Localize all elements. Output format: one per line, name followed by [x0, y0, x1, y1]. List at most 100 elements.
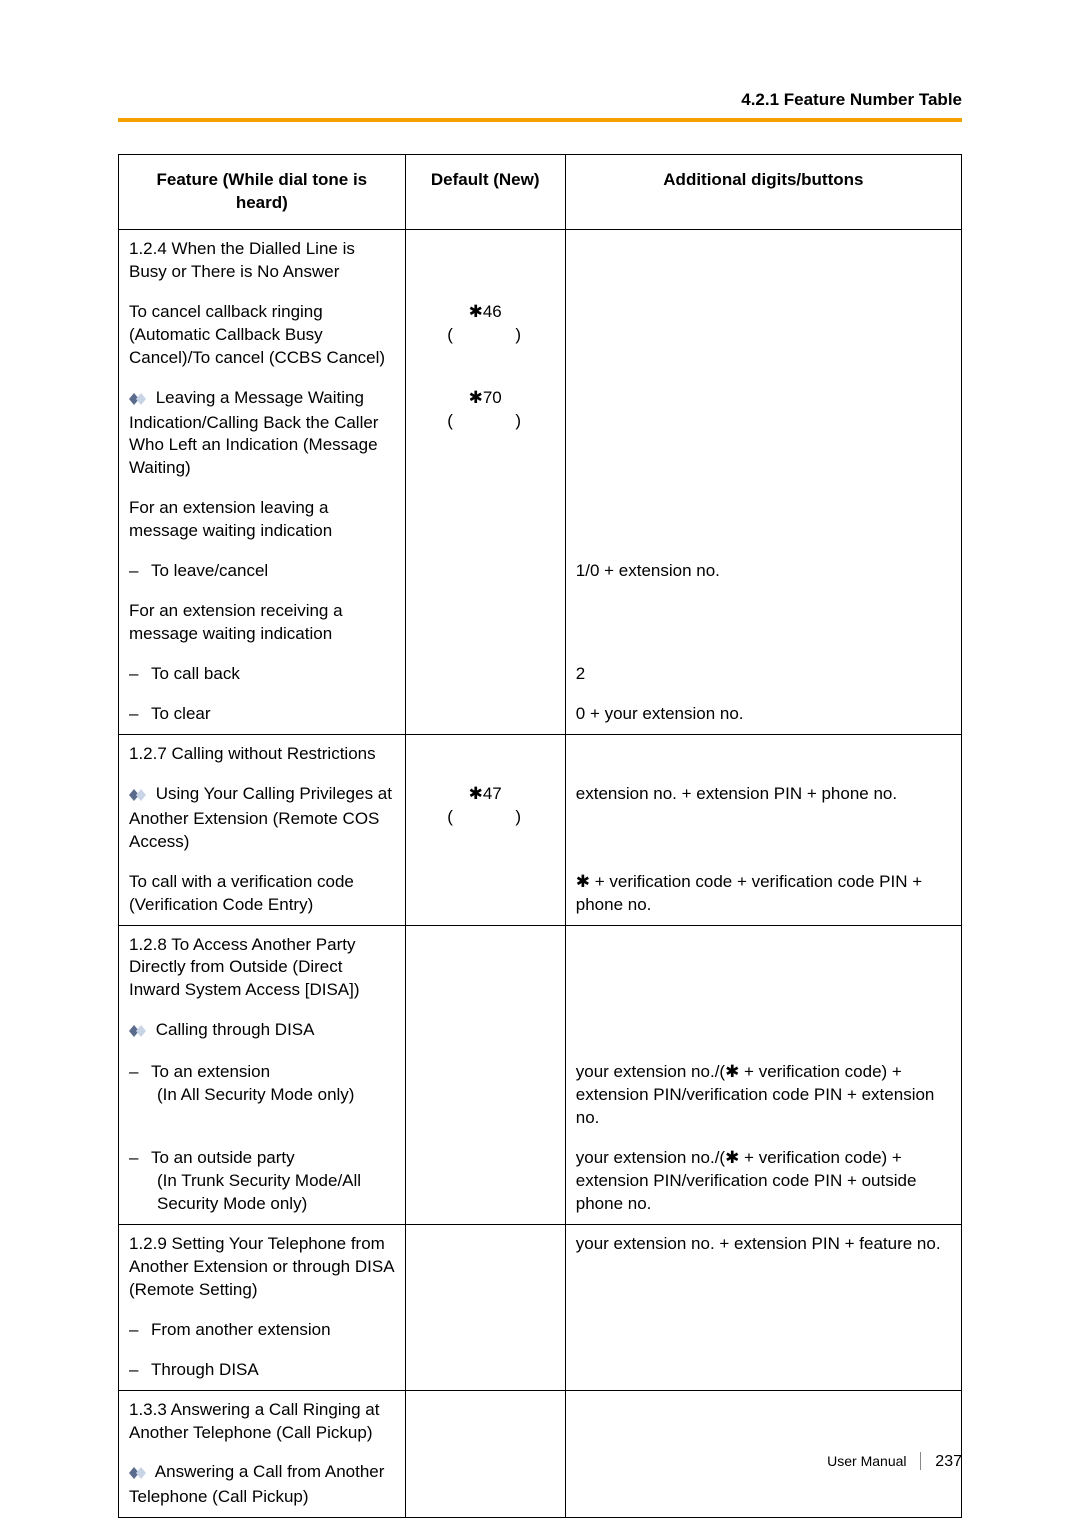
feature-cell: To call with a verification code (Verifi… [119, 862, 406, 925]
additional-cell [565, 292, 961, 378]
dash-icon: – [129, 703, 151, 726]
code-value: 47 [483, 784, 502, 803]
default-cell [405, 1011, 565, 1053]
table-row: Using Your Calling Privileges at Another… [119, 774, 962, 862]
diamond-icon [129, 389, 147, 412]
page-footer: User Manual 237 [827, 1452, 962, 1471]
default-cell [405, 489, 565, 552]
additional-cell: 1/0 + extension no. [565, 552, 961, 592]
dash-icon: – [129, 1061, 151, 1084]
dash-icon: – [129, 1359, 151, 1382]
additional-cell [565, 1011, 961, 1053]
feature-cell: For an extension receiving a message wai… [119, 592, 406, 655]
dash-icon: – [129, 560, 151, 583]
additional-cell [565, 1390, 961, 1453]
footer-separator [920, 1452, 921, 1470]
feature-cell: 1.2.8 To Access Another Party Directly f… [119, 925, 406, 1011]
section-breadcrumb: 4.2.1 Feature Number Table [118, 90, 962, 110]
paren-blank: ( ) [416, 410, 555, 433]
feature-cell: –To clear [119, 694, 406, 734]
feature-cell: –To an extension (In All Security Mode o… [119, 1053, 406, 1139]
additional-cell: your extension no./(✱ + verification cod… [565, 1139, 961, 1225]
default-cell [405, 862, 565, 925]
footer-label: User Manual [827, 1453, 906, 1469]
feature-cell: Leaving a Message Waiting Indication/Cal… [119, 378, 406, 489]
feature-cell: For an extension leaving a message waiti… [119, 489, 406, 552]
table-row: –From another extension [119, 1310, 962, 1350]
col-default: Default (New) [405, 155, 565, 230]
additional-cell [565, 378, 961, 489]
feature-text: To call back [151, 664, 240, 683]
col-additional: Additional digits/buttons [565, 155, 961, 230]
col-feature: Feature (While dial tone is heard) [119, 155, 406, 230]
feature-text: Answering a Call from Another Telephone … [129, 1462, 384, 1506]
additional-cell: your extension no. + extension PIN + fea… [565, 1224, 961, 1310]
table-row: –To call back 2 [119, 655, 962, 695]
table-row: For an extension receiving a message wai… [119, 592, 962, 655]
additional-cell [565, 592, 961, 655]
feature-text: Using Your Calling Privileges at Another… [129, 784, 392, 851]
paren-blank: ( ) [416, 324, 555, 347]
code-value: 46 [483, 302, 502, 321]
feature-text: To an outside party [151, 1148, 295, 1167]
additional-cell [565, 1310, 961, 1350]
feature-text: To leave/cancel [151, 561, 268, 580]
table-row: To call with a verification code (Verifi… [119, 862, 962, 925]
paren-blank: ( ) [416, 806, 555, 829]
default-cell [405, 734, 565, 774]
table-row: –To clear 0 + your extension no. [119, 694, 962, 734]
additional-cell [565, 489, 961, 552]
feature-cell: 1.2.7 Calling without Restrictions [119, 734, 406, 774]
additional-cell: extension no. + extension PIN + phone no… [565, 774, 961, 862]
table-row: –To an outside party (In Trunk Security … [119, 1139, 962, 1225]
feature-cell: 1.2.4 When the Dialled Line is Busy or T… [119, 229, 406, 292]
default-cell [405, 925, 565, 1011]
dash-icon: – [129, 1319, 151, 1342]
code-value: 70 [483, 388, 502, 407]
feature-text: To an extension [151, 1062, 270, 1081]
table-row: 1.2.9 Setting Your Telephone from Anothe… [119, 1224, 962, 1310]
feature-cell: –From another extension [119, 1310, 406, 1350]
feature-text: Through DISA [151, 1360, 259, 1379]
header-rule [118, 118, 962, 122]
dash-icon: – [129, 663, 151, 686]
default-cell: ✱70 ( ) [405, 378, 565, 489]
default-cell [405, 1224, 565, 1310]
default-cell: ✱47 ( ) [405, 774, 565, 862]
additional-cell [565, 734, 961, 774]
additional-cell [565, 1350, 961, 1390]
table-row: 1.2.8 To Access Another Party Directly f… [119, 925, 962, 1011]
default-cell: ✱46 ( ) [405, 292, 565, 378]
default-cell [405, 655, 565, 695]
table-row: 1.3.3 Answering a Call Ringing at Anothe… [119, 1390, 962, 1453]
diamond-icon [129, 1021, 147, 1044]
table-row: –Through DISA [119, 1350, 962, 1390]
feature-subtext: (In All Security Mode only) [129, 1084, 395, 1107]
feature-subtext: (In Trunk Security Mode/All Security Mod… [129, 1170, 395, 1216]
feature-cell: –Through DISA [119, 1350, 406, 1390]
feature-text: Calling through DISA [151, 1020, 314, 1039]
footer-page-number: 237 [935, 1453, 962, 1470]
dash-icon: – [129, 1147, 151, 1170]
feature-cell: 1.2.9 Setting Your Telephone from Anothe… [119, 1224, 406, 1310]
default-cell [405, 229, 565, 292]
default-cell [405, 1053, 565, 1139]
table-row: Leaving a Message Waiting Indication/Cal… [119, 378, 962, 489]
feature-cell: –To call back [119, 655, 406, 695]
table-header-row: Feature (While dial tone is heard) Defau… [119, 155, 962, 230]
feature-cell: 1.3.3 Answering a Call Ringing at Anothe… [119, 1390, 406, 1453]
additional-cell: 2 [565, 655, 961, 695]
table-row: 1.2.7 Calling without Restrictions [119, 734, 962, 774]
feature-cell: –To an outside party (In Trunk Security … [119, 1139, 406, 1225]
table-row: Calling through DISA [119, 1011, 962, 1053]
default-cell [405, 1350, 565, 1390]
default-cell [405, 1390, 565, 1453]
feature-cell: To cancel callback ringing (Automatic Ca… [119, 292, 406, 378]
feature-text: Leaving a Message Waiting Indication/Cal… [129, 388, 378, 478]
default-cell [405, 592, 565, 655]
feature-cell: Answering a Call from Another Telephone … [119, 1453, 406, 1518]
feature-cell: –To leave/cancel [119, 552, 406, 592]
diamond-icon [129, 785, 147, 808]
star-icon: ✱ [469, 784, 483, 803]
default-cell [405, 1453, 565, 1518]
